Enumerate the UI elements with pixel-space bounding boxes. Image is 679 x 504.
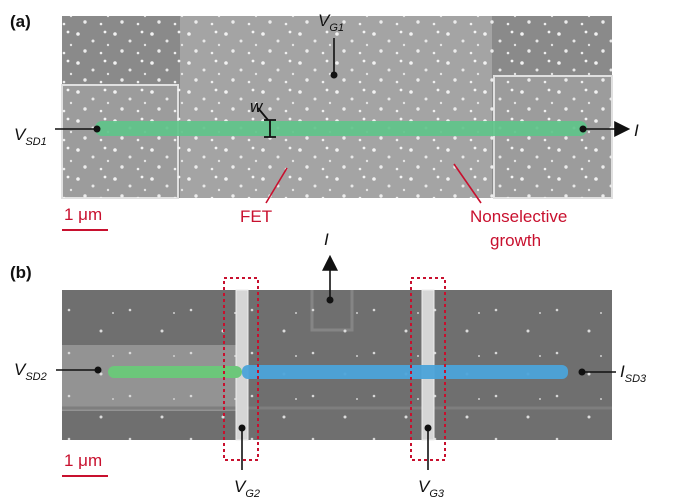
growth-label: Nonselective — [470, 207, 567, 226]
scale-bar-label: 1 μm — [64, 451, 102, 470]
panel-label: (a) — [10, 12, 31, 31]
drain-label: ISD3 — [620, 362, 647, 385]
contact-dot — [327, 297, 334, 304]
panel-a-image — [62, 16, 612, 198]
figure: (a) VG1 w VSD1 I 1 μm FET Nonselective g… — [0, 0, 679, 504]
nanowire-green — [108, 366, 242, 378]
current-label: I — [324, 230, 329, 249]
panel-label: (b) — [10, 263, 32, 282]
growth-label: growth — [490, 231, 541, 250]
nanowire-blue — [242, 365, 568, 379]
current-label: I — [634, 121, 639, 140]
gate-label: VG2 — [234, 477, 260, 500]
nanowire-green — [95, 121, 587, 136]
source-label: VSD2 — [14, 360, 47, 383]
contact-dot — [95, 367, 102, 374]
source-label: VSD1 — [14, 125, 47, 148]
gate-label: VG3 — [418, 477, 445, 500]
fet-label: FET — [240, 207, 272, 226]
contact-dot — [331, 72, 338, 79]
scale-bar-label: 1 μm — [64, 205, 102, 224]
contact-dot — [94, 126, 101, 133]
panel-b-image — [62, 290, 612, 440]
